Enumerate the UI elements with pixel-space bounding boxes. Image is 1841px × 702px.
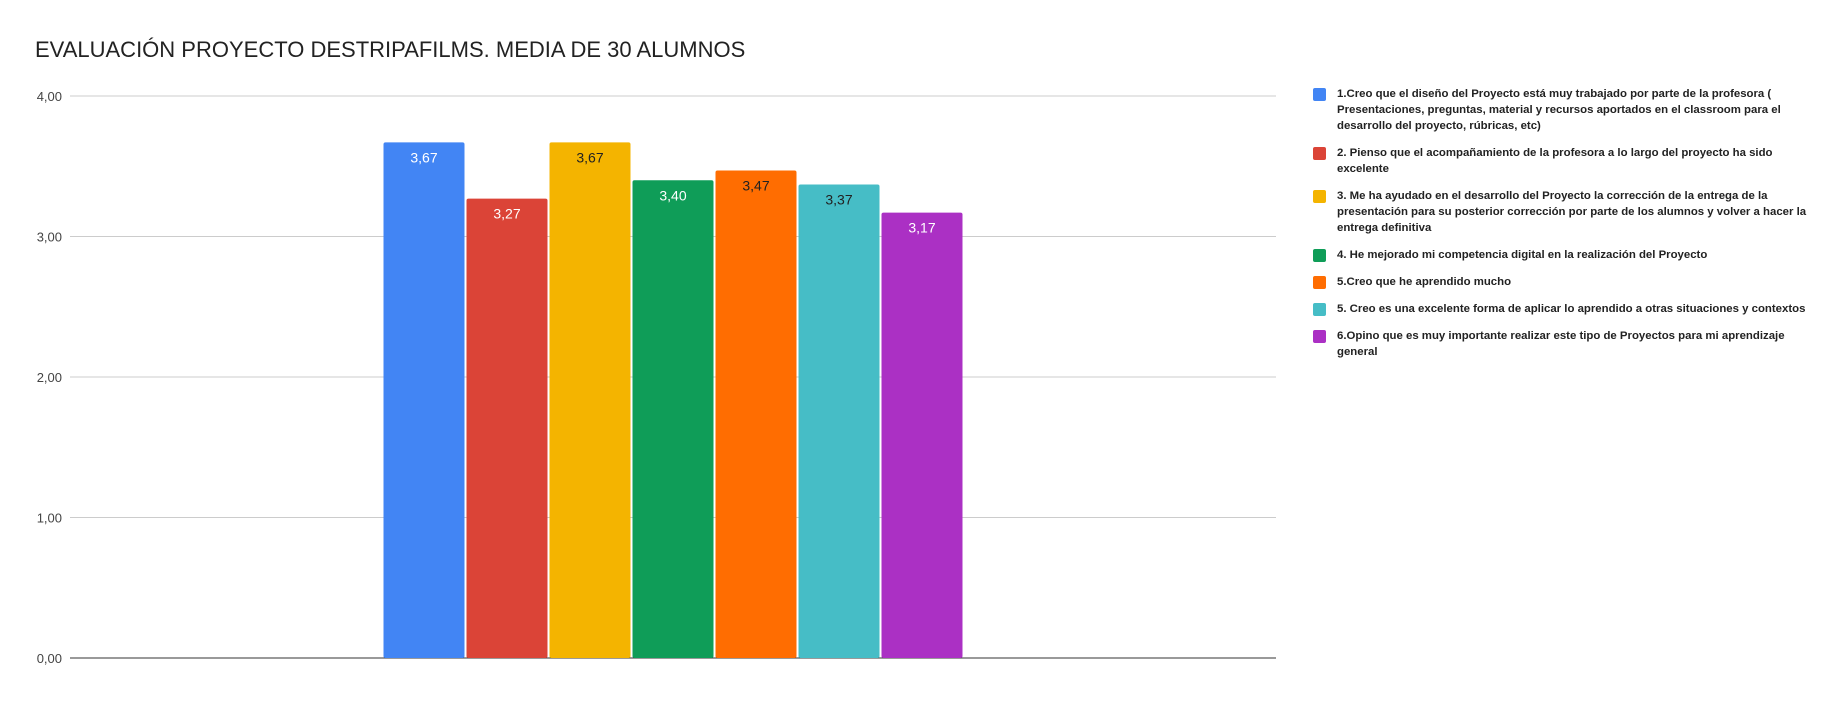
bar-value-label: 3,17 [908, 220, 935, 236]
legend-label: 2. Pienso que el acompañamiento de la pr… [1337, 147, 1773, 175]
legend-swatch [1313, 88, 1326, 101]
y-tick-label: 2,00 [37, 370, 62, 385]
bar-value-label: 3,37 [825, 192, 852, 208]
legend-item-6: 5. Creo es una excelente forma de aplica… [1313, 301, 1813, 317]
y-tick-label: 4,00 [37, 89, 62, 104]
chart-legend: 1.Creo que el diseño del Proyecto está m… [1313, 86, 1813, 371]
y-tick-label: 1,00 [37, 511, 62, 526]
legend-item-5: 5.Creo que he aprendido mucho [1313, 274, 1813, 290]
legend-label: 5.Creo que he aprendido mucho [1337, 276, 1512, 288]
data-labels-layer: 3,67 3,27 3,67 3,40 3,47 3,37 3,17 [410, 149, 935, 235]
legend-label: 3. Me ha ayudado en el desarrollo del Pr… [1337, 190, 1807, 234]
legend-swatch [1313, 190, 1326, 203]
bar-6 [798, 184, 880, 658]
bars-layer [383, 142, 963, 659]
y-tick-label: 0,00 [37, 651, 62, 666]
legend-item-3: 3. Me ha ayudado en el desarrollo del Pr… [1313, 188, 1813, 236]
legend-swatch [1313, 303, 1326, 316]
legend-swatch [1313, 330, 1326, 343]
legend-item-1: 1.Creo que el diseño del Proyecto está m… [1313, 86, 1813, 134]
legend-item-2: 2. Pienso que el acompañamiento de la pr… [1313, 145, 1813, 177]
legend-item-4: 4. He mejorado mi competencia digital en… [1313, 247, 1813, 263]
legend-label: 4. He mejorado mi competencia digital en… [1337, 249, 1708, 261]
legend-label: 1.Creo que el diseño del Proyecto está m… [1337, 88, 1781, 132]
bar-value-label: 3,27 [493, 206, 520, 222]
legend-swatch [1313, 147, 1326, 160]
legend-swatch [1313, 249, 1326, 262]
legend-label: 5. Creo es una excelente forma de aplica… [1337, 303, 1806, 315]
bar-value-label: 3,47 [742, 177, 769, 193]
bar-2 [466, 198, 548, 658]
bar-3 [549, 142, 631, 659]
bar-value-label: 3,67 [410, 149, 437, 165]
legend-swatch [1313, 276, 1326, 289]
legend-label: 6.Opino que es muy importante realizar e… [1337, 330, 1785, 358]
bar-4 [632, 180, 714, 659]
bar-5 [715, 170, 797, 658]
legend-item-7: 6.Opino que es muy importante realizar e… [1313, 328, 1813, 360]
bar-value-label: 3,67 [576, 149, 603, 165]
y-tick-label: 3,00 [37, 230, 62, 245]
chart-title: EVALUACIÓN PROYECTO DESTRIPAFILMS. MEDIA… [35, 37, 745, 62]
bar-value-label: 3,40 [659, 187, 686, 203]
bar-1 [383, 142, 465, 659]
bar-7 [881, 212, 963, 659]
